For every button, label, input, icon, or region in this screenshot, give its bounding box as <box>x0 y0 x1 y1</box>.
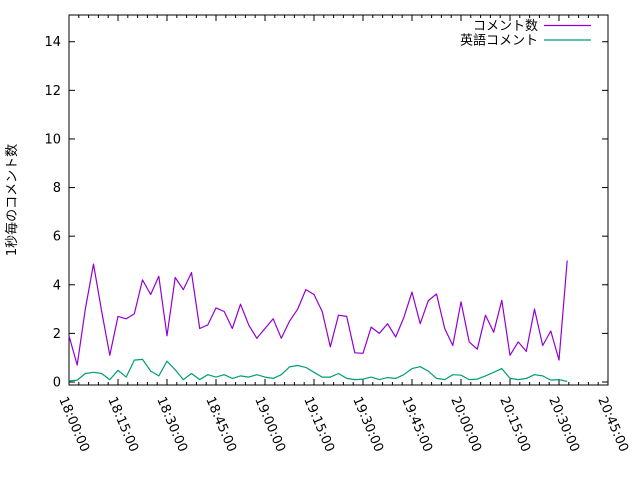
axis-ticks <box>68 15 609 385</box>
series-line-0 <box>68 260 568 366</box>
x-tick-label: 20:30:00 <box>545 395 582 455</box>
x-tick-label: 19:00:00 <box>251 395 288 455</box>
y-tick-label: 4 <box>53 278 61 293</box>
x-tick-label: 18:45:00 <box>202 395 239 455</box>
y-tick-label: 12 <box>44 84 61 99</box>
series-line-1 <box>68 358 568 383</box>
y-axis-title: 1秒毎のコメント数 <box>4 144 20 256</box>
legend-label-english-comments: 英語コメント <box>460 33 538 49</box>
x-tick-label: 19:45:00 <box>398 395 435 455</box>
series-lines <box>68 260 568 383</box>
y-tick-label: 14 <box>44 35 61 50</box>
y-tick-label: 2 <box>53 327 61 342</box>
y-tick-label: 8 <box>53 181 61 196</box>
x-tick-label: 18:00:00 <box>55 395 92 455</box>
x-tick-labels: 18:00:00 18:15:00 18:30:00 18:45:00 19:00:00… <box>55 395 631 455</box>
x-tick-label: 20:15:00 <box>496 395 533 455</box>
x-tick-label: 20:00:00 <box>447 395 484 455</box>
x-tick-label: 18:30:00 <box>153 395 190 455</box>
plot-border <box>68 14 609 386</box>
x-tick-label: 19:30:00 <box>349 395 386 455</box>
y-tick-labels: 0 2 4 6 8 10 12 14 <box>44 35 61 390</box>
y-tick-label: 6 <box>53 230 61 245</box>
legend-label-comments: コメント数 <box>473 19 538 34</box>
x-tick-label: 20:45:00 <box>594 395 631 455</box>
y-tick-label: 10 <box>44 132 61 147</box>
x-tick-label: 18:15:00 <box>104 395 141 455</box>
x-tick-label: 19:15:00 <box>300 395 337 455</box>
legend: コメント数 英語コメント <box>460 19 591 49</box>
y-tick-label: 0 <box>53 376 61 391</box>
